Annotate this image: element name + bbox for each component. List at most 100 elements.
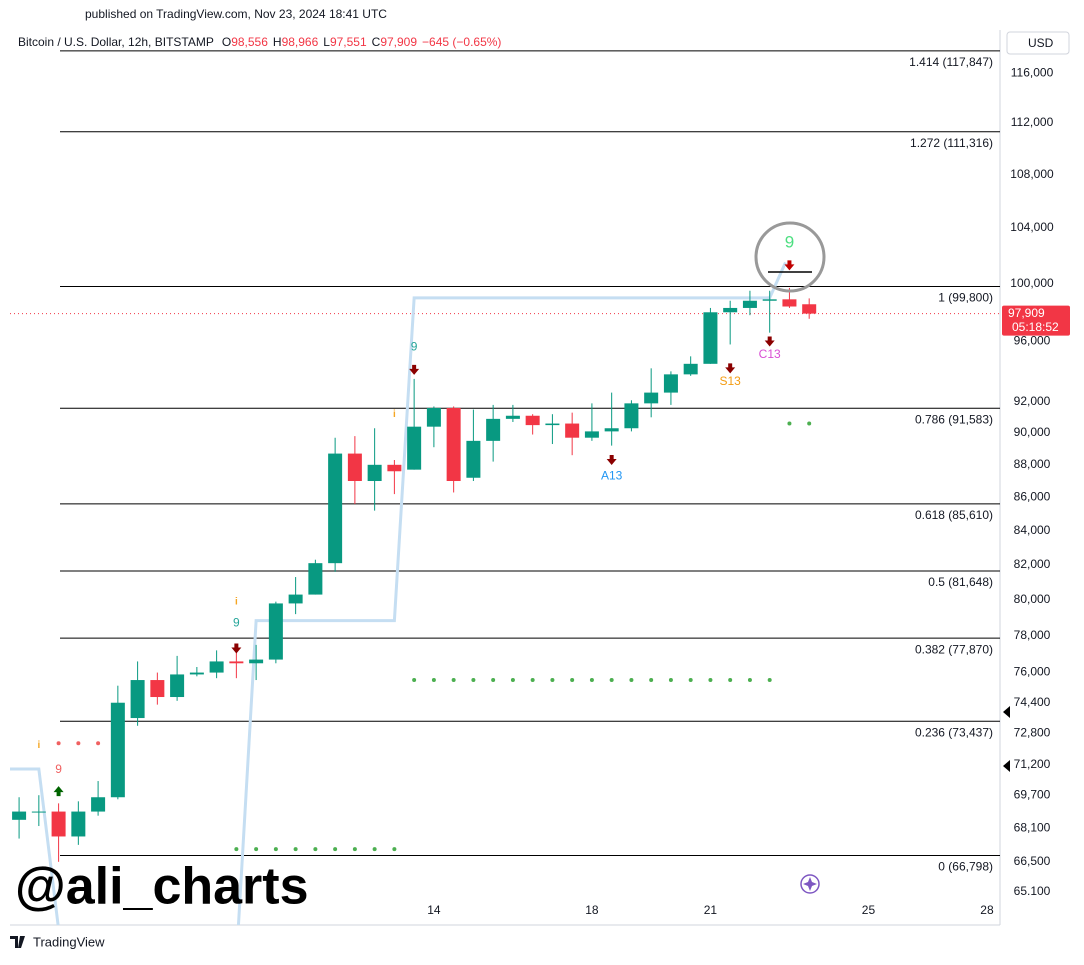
y-tick-label: 88,000 <box>1014 457 1051 471</box>
fib-label: 0.5 (81,648) <box>928 575 993 589</box>
y-tick-label: 108,000 <box>1010 167 1054 181</box>
watermark: @ali_charts <box>15 858 309 916</box>
signal-dot <box>491 678 496 683</box>
signal-label: i <box>235 596 238 607</box>
y-tick-label: 76,000 <box>1014 665 1051 679</box>
y-tick-label: 86,000 <box>1014 490 1051 504</box>
signal-dot <box>293 847 298 852</box>
signal-arrow <box>231 643 242 654</box>
signal-label: A13 <box>601 468 623 482</box>
signal-dot <box>313 847 318 852</box>
y-tick-label: 78,000 <box>1014 628 1051 642</box>
x-tick-label: 21 <box>704 903 718 917</box>
candle-body <box>545 423 560 426</box>
signal-dot <box>510 678 515 683</box>
signal-label: C13 <box>759 347 781 361</box>
candle-body <box>170 674 185 698</box>
fib-label: 0 (66,798) <box>938 860 993 874</box>
legend-value: 98,556 <box>231 35 268 49</box>
candle-body <box>328 453 343 564</box>
signal-dot <box>807 421 812 426</box>
candle-body <box>249 659 264 664</box>
signal-dot <box>787 421 792 426</box>
y-tick-label: 66,500 <box>1014 854 1051 868</box>
currency-box[interactable] <box>1006 31 1070 55</box>
signal-dot <box>234 847 239 852</box>
signal-dot <box>96 741 101 746</box>
x-tick-label: 25 <box>862 903 876 917</box>
candle-body <box>604 428 619 432</box>
signal-arrow <box>764 336 775 347</box>
fib-label: 0.382 (77,870) <box>915 642 993 656</box>
candle-body <box>229 661 244 664</box>
brand-logo <box>10 936 25 948</box>
legend: Bitcoin / U.S. Dollar, 12h, BITSTAMP O98,… <box>18 35 501 49</box>
signal-dot <box>372 847 377 852</box>
signal-dot <box>767 678 772 683</box>
fib-label: 1 (99,800) <box>938 291 993 305</box>
candle-body <box>782 299 797 307</box>
candle-body <box>110 702 125 798</box>
signal-dot <box>352 847 357 852</box>
legend-key: H <box>273 35 282 49</box>
candle-body <box>723 307 738 313</box>
candle-body <box>150 680 165 698</box>
legend-change: −645 (−0.65%) <box>422 35 501 49</box>
signal-dot <box>708 678 713 683</box>
y-tick-label: 82,000 <box>1014 557 1051 571</box>
signal-dot <box>589 678 594 683</box>
candle-body <box>486 418 501 441</box>
signal-dot <box>254 847 259 852</box>
last-price-label: 97,909 <box>1008 306 1045 320</box>
candle-body <box>683 363 698 375</box>
signal-dot <box>570 678 575 683</box>
legend-value: 97,909 <box>380 35 417 49</box>
signal-dot <box>649 678 654 683</box>
candle-body <box>387 464 402 472</box>
legend-title: Bitcoin / U.S. Dollar, 12h, BITSTAMP <box>18 35 214 49</box>
signal-dot <box>56 741 61 746</box>
star-icon[interactable] <box>800 874 820 894</box>
candle-body <box>51 811 66 837</box>
candle-body <box>426 407 441 427</box>
signal-dot <box>431 678 436 683</box>
y-tick-label: 112,000 <box>1011 115 1054 129</box>
legend-key: L <box>323 35 330 49</box>
signal-dot <box>688 678 693 683</box>
x-tick-label: 18 <box>585 903 599 917</box>
signal-label: i <box>393 409 396 420</box>
y-tick-label: 84,000 <box>1014 523 1051 537</box>
candle-body <box>31 811 46 813</box>
signal-label: 9 <box>233 615 240 629</box>
y-tick-label: 71,200 <box>1014 757 1051 771</box>
signal-label: S13 <box>719 374 741 388</box>
candle-body <box>505 415 520 419</box>
signal-dot <box>333 847 338 852</box>
signal-dot <box>273 847 278 852</box>
legend-value: 98,966 <box>282 35 319 49</box>
y-tick-label: 100,000 <box>1010 276 1054 290</box>
signal-dot <box>747 678 752 683</box>
signal-dot <box>392 847 397 852</box>
y-tick-label: 74,400 <box>1014 695 1051 709</box>
plot <box>10 50 1000 925</box>
fib-label: 0.786 (91,583) <box>915 412 993 426</box>
signal-arrow <box>409 364 420 375</box>
candle-body <box>367 464 382 482</box>
signal-dot <box>76 741 81 746</box>
candle-body <box>565 423 580 438</box>
y-tick-label: 69,700 <box>1014 787 1051 801</box>
fib-label: 0.618 (85,610) <box>915 508 993 522</box>
axis-marker <box>1003 706 1010 718</box>
fib-label: 1.414 (117,847) <box>909 55 993 69</box>
brand: TradingView <box>33 934 105 949</box>
candle-body <box>189 672 204 675</box>
x-tick-label: 14 <box>427 903 441 917</box>
signal-dot <box>471 678 476 683</box>
y-tick-label: 92,000 <box>1014 394 1051 408</box>
y-tick-label: 116,000 <box>1011 65 1054 79</box>
candle-body <box>663 374 678 393</box>
signal-label: 9 <box>785 233 794 252</box>
